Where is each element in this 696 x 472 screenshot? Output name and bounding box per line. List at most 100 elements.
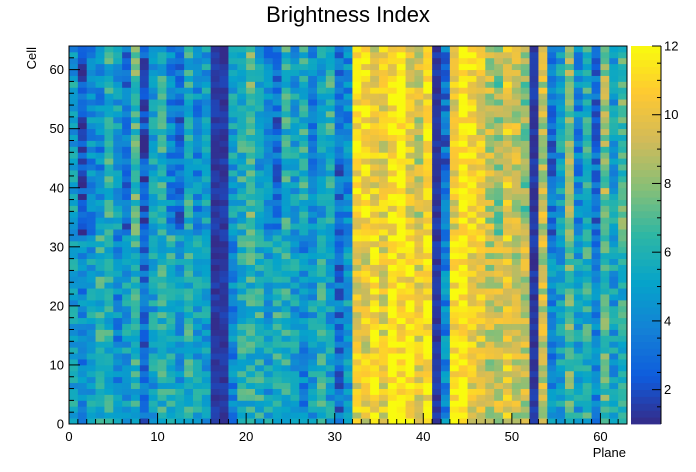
heatmap-cell [441, 217, 451, 224]
heatmap-cell [591, 412, 601, 419]
heatmap-cell [352, 140, 362, 147]
heatmap-cell [113, 181, 123, 189]
heatmap-cell [529, 51, 539, 59]
heatmap-cell [272, 341, 282, 348]
heatmap-cell [113, 223, 123, 230]
heatmap-cell [547, 235, 557, 242]
heatmap-cell [565, 329, 575, 336]
heatmap-cell [325, 329, 336, 336]
heatmap-cell [157, 175, 167, 183]
heatmap-cell [95, 105, 105, 112]
y-tick-label: 0 [57, 417, 64, 432]
heatmap-cell [219, 264, 229, 271]
heatmap-cell [467, 406, 477, 413]
heatmap-cell [166, 217, 176, 224]
heatmap-cell [228, 122, 238, 130]
heatmap-cell [219, 388, 229, 395]
heatmap-cell [529, 294, 539, 301]
heatmap-cell [113, 288, 123, 295]
heatmap-cell [201, 382, 212, 389]
z-tick-label: 10 [664, 107, 678, 122]
heatmap-cell [255, 57, 265, 65]
heatmap-cell [175, 193, 185, 200]
heatmap-cell [317, 122, 327, 130]
heatmap-cell [467, 246, 477, 254]
heatmap-cell [157, 223, 167, 230]
heatmap-cell [511, 258, 522, 265]
heatmap-cell [414, 81, 424, 88]
heatmap-cell [476, 305, 486, 313]
heatmap-cell [325, 158, 336, 165]
heatmap-cell [77, 388, 88, 395]
heatmap-cell [308, 258, 318, 265]
heatmap-cell [246, 128, 256, 135]
heatmap-cell [237, 364, 247, 372]
heatmap-cell [494, 116, 504, 124]
heatmap-cell [157, 187, 167, 195]
heatmap-cell [511, 134, 522, 141]
heatmap-cell [511, 382, 522, 389]
heatmap-cell [139, 276, 150, 283]
heatmap-cell [609, 211, 619, 218]
heatmap-cell [317, 146, 327, 153]
heatmap-cell [503, 211, 513, 218]
heatmap-cell [520, 175, 530, 183]
heatmap-cell [139, 317, 150, 324]
heatmap-cell [387, 175, 398, 183]
heatmap-cell [122, 229, 132, 236]
heatmap-cell [565, 288, 575, 295]
heatmap-cell [157, 134, 167, 141]
heatmap-cell [458, 335, 468, 342]
heatmap-cell [343, 252, 353, 260]
heatmap-cell [503, 235, 513, 242]
heatmap-cell [520, 170, 530, 177]
heatmap-cell [281, 276, 291, 283]
heatmap-cell [547, 294, 557, 301]
heatmap-cell [503, 158, 513, 165]
heatmap-cell [618, 264, 628, 271]
heatmap-cell [237, 299, 247, 307]
heatmap-cell [219, 335, 229, 342]
heatmap-cell [370, 288, 380, 295]
heatmap-cell [591, 51, 601, 59]
heatmap-cell [423, 81, 433, 88]
heatmap-cell [449, 181, 460, 189]
heatmap-cell [494, 87, 504, 94]
heatmap-cell [573, 140, 584, 147]
heatmap-cell [228, 347, 238, 354]
heatmap-cell [618, 205, 628, 212]
heatmap-cell [423, 63, 433, 71]
heatmap-cell [379, 311, 389, 319]
heatmap-cell [113, 359, 123, 366]
heatmap-cell [113, 311, 123, 319]
heatmap-cell [538, 199, 548, 206]
heatmap-cell [246, 75, 256, 82]
heatmap-cell [122, 258, 132, 265]
heatmap-cell [166, 223, 176, 230]
heatmap-cell [184, 158, 194, 165]
heatmap-cell [432, 69, 442, 76]
heatmap-cell [86, 353, 96, 360]
heatmap-cell [272, 46, 282, 53]
heatmap-cell [432, 134, 442, 141]
heatmap-cell [511, 211, 522, 218]
heatmap-cell [228, 270, 238, 277]
heatmap-cell [122, 134, 132, 141]
heatmap-cell [237, 223, 247, 230]
heatmap-cell [547, 347, 557, 354]
heatmap-cell [565, 258, 575, 265]
heatmap-cell [538, 288, 548, 295]
heatmap-cell [520, 311, 530, 319]
heatmap-cell [139, 335, 150, 342]
heatmap-cell [618, 134, 628, 141]
heatmap-cell [591, 223, 601, 230]
heatmap-cell [237, 370, 247, 378]
heatmap-cell [565, 223, 575, 230]
heatmap-cell [334, 175, 344, 183]
heatmap-cell [573, 323, 584, 330]
heatmap-cell [591, 110, 601, 118]
heatmap-cell [69, 240, 79, 248]
heatmap-cell [210, 122, 220, 130]
heatmap-cell [343, 181, 353, 189]
heatmap-cell [600, 105, 610, 112]
